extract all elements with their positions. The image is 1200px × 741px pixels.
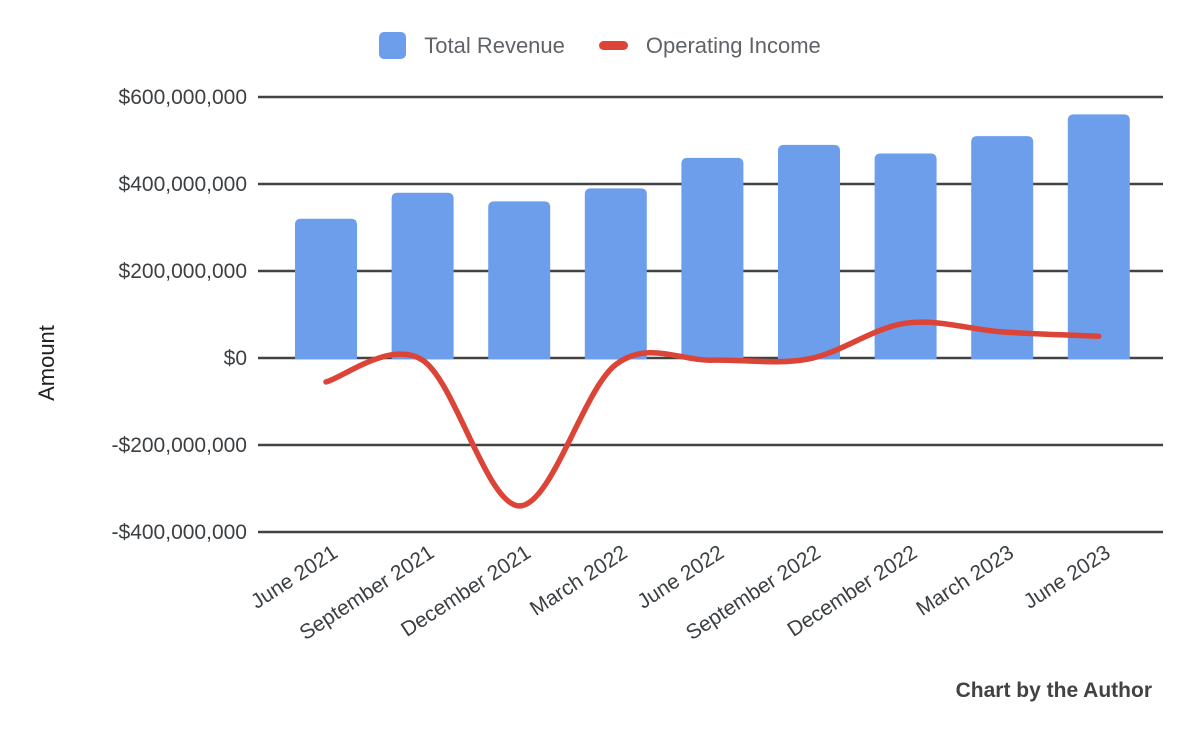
bar-total-revenue — [1067, 114, 1130, 360]
bar-total-revenue — [295, 218, 357, 359]
bar-total-revenue — [584, 188, 647, 359]
operating-income-line — [323, 319, 1102, 509]
legend-label-operating-income: Operating Income — [645, 32, 821, 58]
x-axis-label: March 2022 — [526, 541, 632, 621]
bar-total-revenue — [778, 144, 840, 359]
y-axis-labels-group: $600,000,000 $400,000,000 $200,000,000 $0 -$… — [112, 86, 247, 544]
y-axis-tick-label: -$400,000,000 — [112, 521, 247, 544]
bar-total-revenue — [488, 201, 551, 359]
y-axis-tick-label: $200,000,000 — [119, 260, 247, 283]
y-axis-tick-label: $400,000,000 — [119, 173, 247, 196]
y-axis-tick-label: $600,000,000 — [119, 86, 247, 109]
operating-income-swatch-icon — [598, 41, 628, 50]
x-axis-label: June 2022 — [633, 541, 728, 614]
y-axis-tick-label: $0 — [224, 347, 247, 370]
bar-total-revenue — [391, 192, 454, 359]
bar-total-revenue — [681, 157, 744, 359]
operating-income-line-group — [323, 319, 1102, 509]
legend-item-operating-income: Operating Income — [598, 32, 821, 58]
revenue-bars-group — [295, 114, 1130, 360]
caption: Chart by the Author — [955, 679, 1152, 702]
bar-total-revenue — [874, 153, 937, 359]
legend: Total Revenue Operating Income — [0, 32, 1200, 59]
total-revenue-swatch-icon — [379, 32, 407, 59]
bar-total-revenue — [971, 136, 1034, 359]
y-axis-tick-label: -$200,000,000 — [112, 434, 247, 457]
legend-item-total-revenue: Total Revenue — [379, 32, 565, 59]
x-axis-label: March 2023 — [912, 541, 1018, 621]
x-axis-label: June 2023 — [1020, 541, 1115, 614]
x-axis-label: June 2021 — [247, 541, 342, 614]
legend-label-total-revenue: Total Revenue — [424, 32, 565, 58]
